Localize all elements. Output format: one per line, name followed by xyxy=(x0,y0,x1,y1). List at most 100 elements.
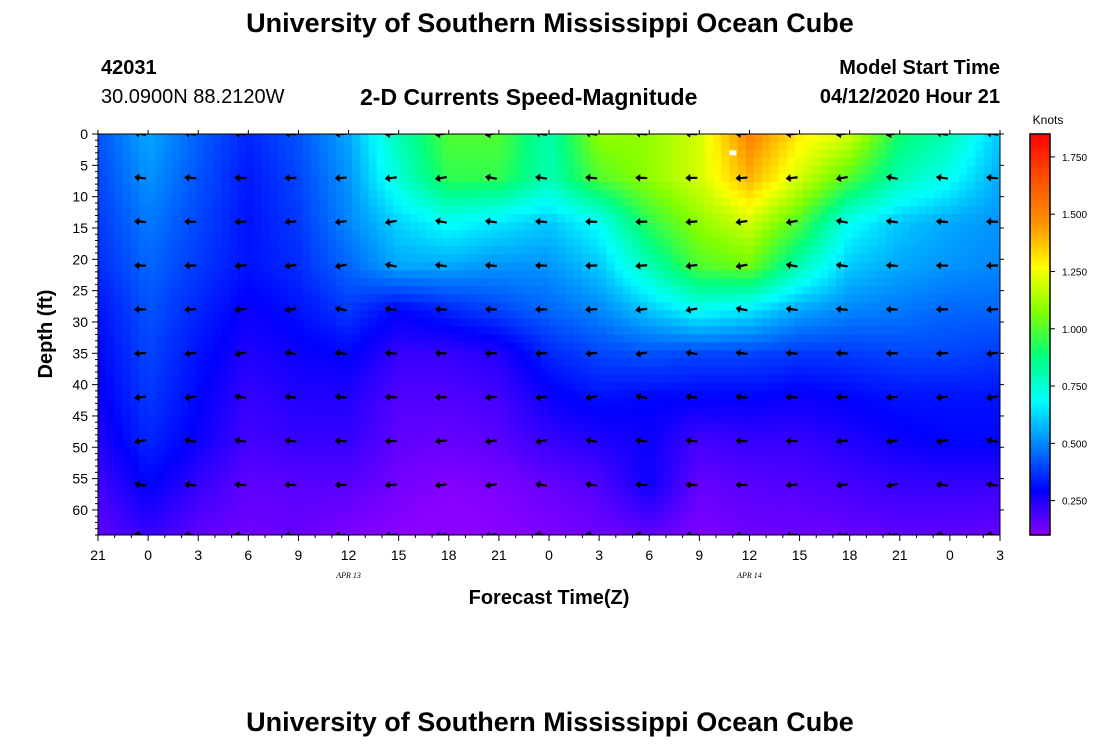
heatmap-cell xyxy=(868,374,878,384)
heatmap-cell xyxy=(475,158,484,167)
heatmap-cell xyxy=(434,414,443,424)
heatmap-cell xyxy=(130,366,140,376)
heatmap-cell xyxy=(975,342,985,352)
heatmap-cell xyxy=(180,262,189,271)
heatmap-cell xyxy=(270,350,279,360)
heatmap-cell xyxy=(565,350,575,360)
heatmap-cell xyxy=(598,422,607,432)
heatmap-cell xyxy=(434,430,443,440)
heatmap-cell xyxy=(737,238,747,247)
heatmap-cell xyxy=(450,430,460,440)
heatmap-cell xyxy=(688,310,698,320)
heatmap-cell xyxy=(171,334,181,344)
heatmap-cell xyxy=(417,334,427,344)
heatmap-cell xyxy=(622,198,632,207)
heatmap-cell xyxy=(827,198,837,207)
heatmap-cell xyxy=(844,390,853,400)
heatmap-cell xyxy=(393,302,402,312)
heatmap-cell xyxy=(803,454,812,464)
heatmap-cell xyxy=(147,286,156,295)
heatmap-cell xyxy=(212,454,222,464)
heatmap-cell xyxy=(655,166,665,175)
heatmap-cell xyxy=(483,382,493,392)
heatmap-cell xyxy=(868,478,878,488)
heatmap-cell xyxy=(606,430,616,440)
heatmap-cell xyxy=(253,150,263,159)
heatmap-cell xyxy=(335,470,345,480)
heatmap-cell xyxy=(959,222,968,231)
heatmap-cell xyxy=(803,230,812,239)
heatmap-cell xyxy=(950,254,960,263)
heatmap-cell xyxy=(303,326,312,336)
heatmap-cell xyxy=(401,150,411,159)
heatmap-cell xyxy=(426,134,435,143)
heatmap-cell xyxy=(344,462,353,472)
heatmap-cell xyxy=(713,374,722,384)
heatmap-cell xyxy=(442,270,452,279)
heatmap-cell xyxy=(754,230,763,239)
heatmap-cell xyxy=(319,190,329,199)
heatmap-cell xyxy=(540,166,550,175)
heatmap-cell xyxy=(409,262,419,271)
heatmap-cell xyxy=(245,478,255,488)
heatmap-cell xyxy=(754,486,763,496)
heatmap-cell xyxy=(393,134,402,143)
heatmap-cell xyxy=(335,486,345,496)
heatmap-cell xyxy=(270,494,279,504)
heatmap-cell xyxy=(221,342,230,352)
heatmap-cell xyxy=(639,222,648,231)
heatmap-cell xyxy=(622,462,632,472)
heatmap-cell xyxy=(565,374,575,384)
heatmap-cell xyxy=(360,222,370,231)
heatmap-cell xyxy=(778,310,788,320)
heatmap-cell xyxy=(212,494,222,504)
heatmap-cell xyxy=(188,134,197,143)
heatmap-cell xyxy=(212,334,222,344)
heatmap-cell xyxy=(598,486,607,496)
heatmap-cell xyxy=(663,254,673,263)
heatmap-cell xyxy=(827,158,837,167)
heatmap-cell xyxy=(934,382,944,392)
heatmap-cell xyxy=(171,190,181,199)
heatmap-cell xyxy=(344,446,353,456)
heatmap-cell xyxy=(147,302,156,312)
heatmap-cell xyxy=(368,310,378,320)
heatmap-cell xyxy=(360,486,370,496)
heatmap-cell xyxy=(434,422,443,432)
heatmap-cell xyxy=(942,358,952,368)
heatmap-cell xyxy=(647,366,657,376)
heatmap-cell xyxy=(557,438,566,448)
heatmap-cell xyxy=(795,190,804,199)
heatmap-cell xyxy=(778,222,788,231)
heatmap-cell xyxy=(918,254,927,263)
heatmap-cell xyxy=(409,270,419,279)
heatmap-cell xyxy=(909,182,919,191)
heatmap-cell xyxy=(581,430,591,440)
heatmap-cell xyxy=(959,302,968,312)
heatmap-cell xyxy=(508,334,517,344)
heatmap-cell xyxy=(524,326,534,336)
heatmap-cell xyxy=(745,398,755,408)
heatmap-cell xyxy=(893,190,903,199)
heatmap-cell xyxy=(491,190,501,199)
heatmap-cell xyxy=(98,422,107,432)
heatmap-cell xyxy=(262,174,271,183)
heatmap-cell xyxy=(409,294,419,304)
heatmap-cell xyxy=(221,214,230,223)
heatmap-cell xyxy=(130,414,140,424)
heatmap-cell xyxy=(983,190,993,199)
heatmap-cell xyxy=(614,222,624,231)
heatmap-cell xyxy=(360,454,370,464)
heatmap-cell xyxy=(721,454,730,464)
heatmap-cell xyxy=(237,374,247,384)
heatmap-cell xyxy=(393,398,402,408)
heatmap-cell xyxy=(975,422,985,432)
heatmap-cell xyxy=(696,390,706,400)
heatmap-cell xyxy=(540,454,550,464)
heatmap-cell xyxy=(335,374,345,384)
heatmap-cell xyxy=(221,486,230,496)
heatmap-cell xyxy=(959,462,968,472)
heatmap-cell xyxy=(991,182,1000,191)
heatmap-cell xyxy=(573,462,583,472)
heatmap-cell xyxy=(909,302,919,312)
